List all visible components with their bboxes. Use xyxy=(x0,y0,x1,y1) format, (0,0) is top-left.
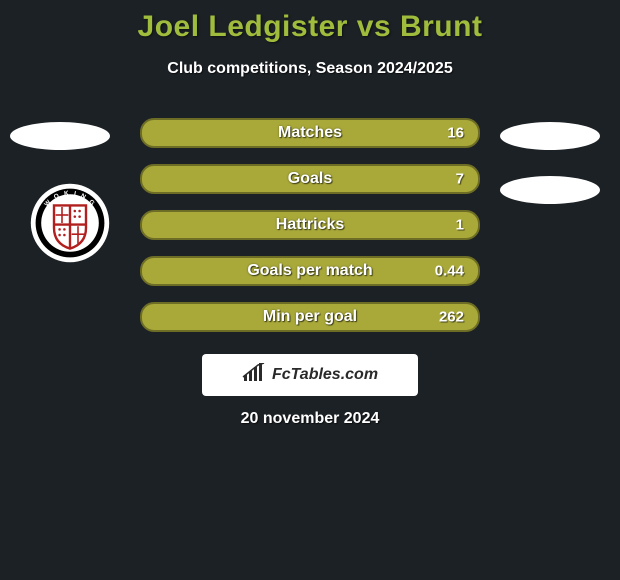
stat-label: Goals xyxy=(288,170,332,188)
stat-bar: Min per goal 262 xyxy=(140,302,480,332)
player-marker-right-1 xyxy=(500,122,600,150)
subtitle: Club competitions, Season 2024/2025 xyxy=(0,60,620,78)
stat-value-right: 7 xyxy=(456,171,464,188)
player-marker-right-2 xyxy=(500,176,600,204)
stat-label: Matches xyxy=(278,124,342,142)
date-text: 20 november 2024 xyxy=(0,410,620,428)
page-title: Joel Ledgister vs Brunt xyxy=(0,0,620,44)
stat-label: Min per goal xyxy=(263,308,357,326)
fctables-attribution: FcTables.com xyxy=(202,354,418,396)
stat-value-right: 16 xyxy=(447,125,464,142)
club-badge-icon: W O K I N G xyxy=(30,183,110,263)
stat-value-right: 1 xyxy=(456,217,464,234)
stat-bar: Matches 16 xyxy=(140,118,480,148)
player-marker-left xyxy=(10,122,110,150)
stat-row-min-per-goal: Min per goal 262 xyxy=(0,294,620,340)
stat-value-right: 0.44 xyxy=(435,263,464,280)
bar-chart-icon xyxy=(242,363,266,388)
stat-label: Hattricks xyxy=(276,216,344,234)
stat-bar: Goals per match 0.44 xyxy=(140,256,480,286)
stat-bar: Hattricks 1 xyxy=(140,210,480,240)
stat-bar: Goals 7 xyxy=(140,164,480,194)
fctables-text: FcTables.com xyxy=(272,366,378,384)
club-badge-woking: W O K I N G xyxy=(30,183,110,263)
stat-value-right: 262 xyxy=(439,309,464,326)
stat-label: Goals per match xyxy=(247,262,372,280)
